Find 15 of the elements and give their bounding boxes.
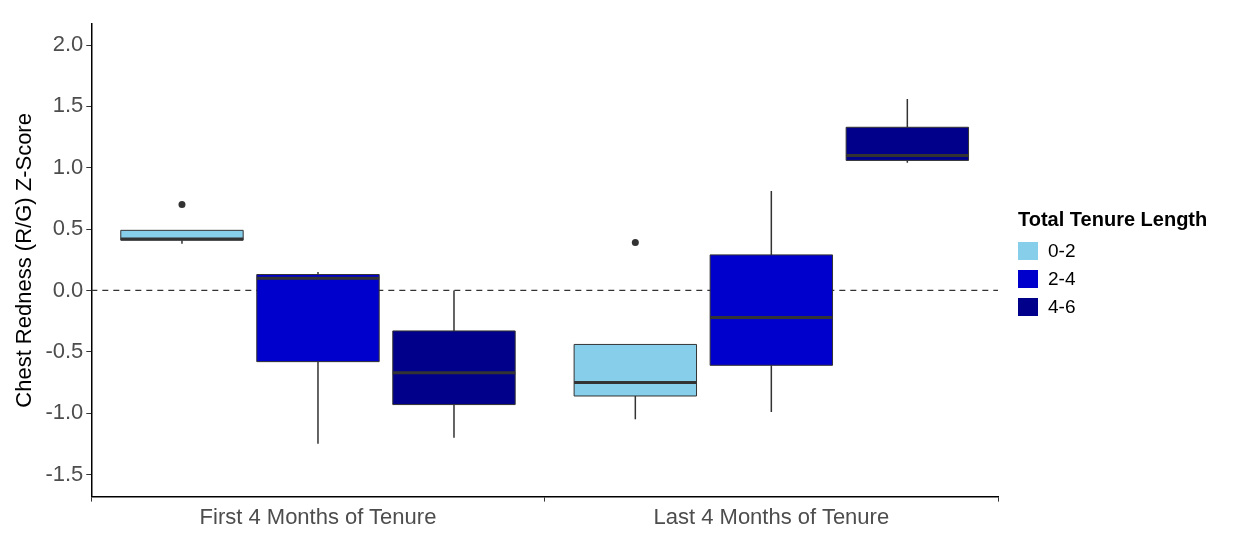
legend-title: Total Tenure Length xyxy=(1018,208,1208,231)
y-tick-label: -0.5 xyxy=(45,337,84,363)
legend-label: 4-6 xyxy=(1048,296,1076,318)
x-tick-label: Last 4 Months of Tenure xyxy=(653,503,890,529)
y-tick-label: 2.0 xyxy=(52,31,84,57)
y-tick-label: 1.5 xyxy=(52,92,84,118)
y-axis-title: Chest Redness (R/G) Z-Score xyxy=(11,113,37,408)
y-tick-label: 0.5 xyxy=(52,215,84,241)
y-tick-label: 1.0 xyxy=(52,153,84,179)
y-tick-label: -1.5 xyxy=(45,460,84,486)
x-tick-label: First 4 Months of Tenure xyxy=(199,503,437,529)
y-tick-label: 0.0 xyxy=(52,276,84,302)
y-tick-label: -1.0 xyxy=(45,399,84,425)
legend-label: 2-4 xyxy=(1048,268,1076,290)
legend-label: 0-2 xyxy=(1048,240,1076,262)
